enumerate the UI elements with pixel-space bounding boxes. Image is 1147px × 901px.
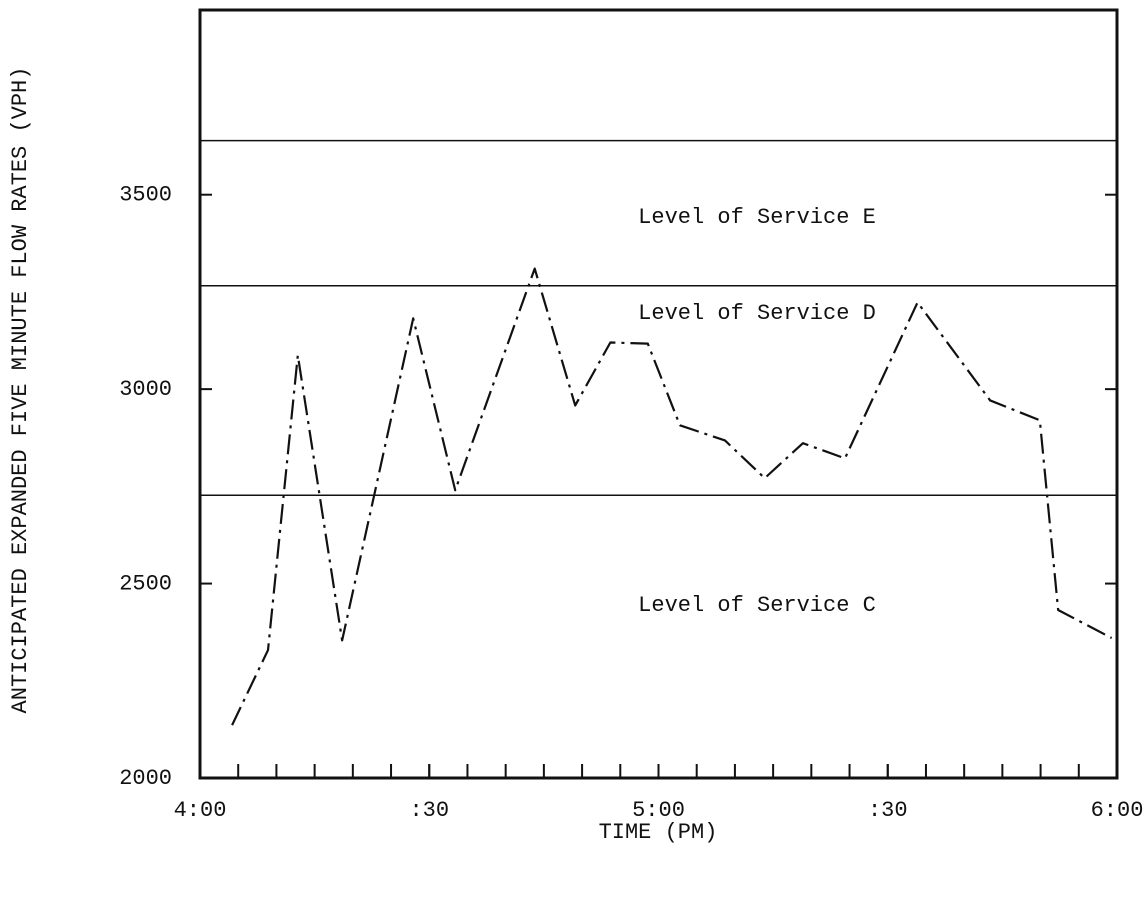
x-tick-label: 5:00 (632, 798, 685, 823)
y-tick-label: 3000 (119, 377, 172, 402)
service-level-label: Level of Service D (638, 301, 876, 326)
y-tick-label: 3500 (119, 183, 172, 208)
y-tick-label: 2500 (119, 571, 172, 596)
x-tick-label: 6:00 (1091, 798, 1144, 823)
x-axis-label: TIME (PM) (599, 820, 718, 845)
x-tick-label: :30 (868, 798, 908, 823)
flow-line (231, 267, 1113, 726)
service-level-label: Level of Service E (638, 205, 876, 230)
x-tick-label: 4:00 (174, 798, 227, 823)
service-level-label: Level of Service C (638, 593, 876, 618)
y-tick-label: 2000 (119, 766, 172, 791)
x-tick-label: :30 (409, 798, 449, 823)
y-axis-label: ANTICIPATED EXPANDED FIVE MINUTE FLOW RA… (8, 67, 33, 714)
